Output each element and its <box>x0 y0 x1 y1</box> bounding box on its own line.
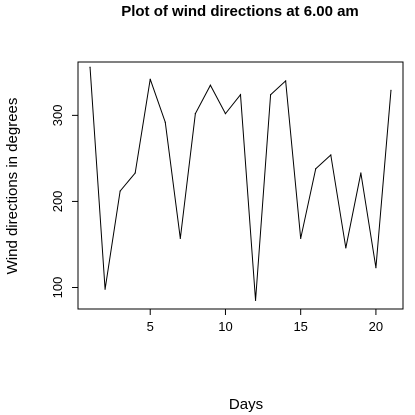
x-tick-label: 5 <box>147 319 154 334</box>
data-point <box>300 237 302 240</box>
data-point <box>285 80 287 82</box>
data-point <box>360 172 362 174</box>
data-point <box>194 113 196 115</box>
series-layer <box>89 66 392 301</box>
x-axis-label: Days <box>229 396 263 413</box>
data-point <box>179 237 181 240</box>
data-point <box>134 172 136 174</box>
y-axis: 100 200 300 <box>50 105 78 299</box>
data-point <box>104 288 106 290</box>
data-point <box>224 113 227 115</box>
data-point <box>164 121 166 123</box>
data-point <box>390 89 392 92</box>
plot-frame <box>77 61 404 310</box>
data-point <box>375 267 377 269</box>
y-tick-label: 100 <box>50 277 65 299</box>
x-tick-label: 10 <box>218 319 232 334</box>
data-point <box>315 168 317 170</box>
data-point <box>119 190 121 192</box>
x-tick-label: 15 <box>293 319 307 334</box>
data-point <box>254 299 257 301</box>
data-point <box>89 66 91 68</box>
data-point <box>149 78 151 80</box>
y-tick-label: 300 <box>50 105 65 127</box>
x-axis: 5 10 15 20 <box>147 309 383 334</box>
data-point <box>269 94 272 96</box>
series-line <box>89 67 392 301</box>
x-tick-label: 20 <box>369 319 383 334</box>
data-point <box>239 94 242 96</box>
data-point <box>345 247 347 249</box>
data-point <box>209 84 212 86</box>
data-point <box>330 154 332 156</box>
chart-title: Plot of wind directions at 6.00 am <box>121 3 359 20</box>
y-tick-label: 200 <box>50 191 65 213</box>
y-axis-label: Wind directions in degrees <box>4 98 21 275</box>
